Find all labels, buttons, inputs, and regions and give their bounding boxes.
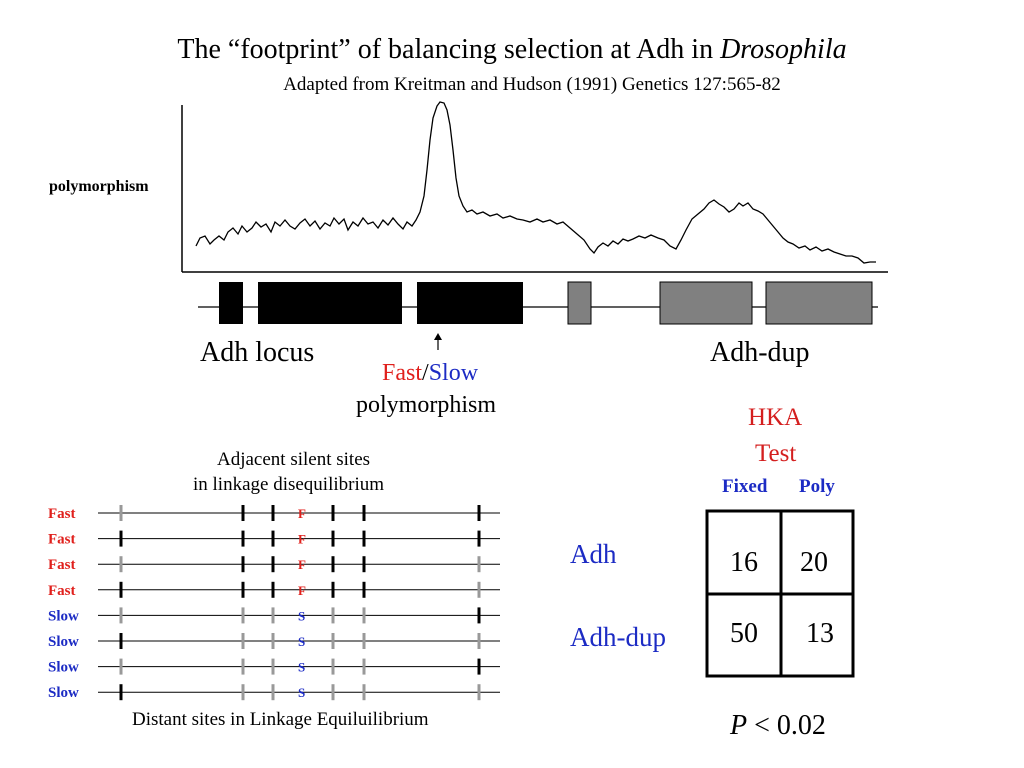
ld-title-line1: Adjacent silent sites — [217, 449, 371, 470]
hka-cell-dup-fixed: 50 — [730, 618, 758, 649]
slow-word: Slow — [428, 360, 479, 386]
hka-cell-adh-poly: 20 — [800, 547, 828, 578]
haplotype-label: Slow — [48, 608, 79, 624]
adh-dup-exon-2 — [659, 281, 753, 325]
allele-label: F — [298, 557, 306, 572]
title-italic-text: Drosophila — [720, 34, 847, 65]
hka-col-poly: Poly — [799, 476, 835, 497]
arrow-head-icon — [434, 333, 442, 340]
adh-exon-3 — [417, 282, 523, 324]
page-title: The “footprint” of balancing selection a… — [0, 34, 1024, 66]
hka-row-adh-dup: Adh-dup — [570, 622, 666, 652]
hka-cell-dup-poly: 13 — [806, 618, 834, 649]
fast-word: Fast — [382, 360, 423, 386]
adh-dup-exon-3 — [765, 281, 873, 325]
haplotype-label: Fast — [48, 557, 76, 573]
adh-exon-2 — [258, 282, 402, 324]
p-rest: < 0.02 — [747, 710, 826, 741]
hka-cell-adh-fixed: 16 — [730, 547, 758, 578]
haplotype-label: Slow — [48, 685, 79, 701]
allele-label: S — [298, 660, 305, 675]
slash: / — [422, 360, 429, 386]
haplotype-label: Fast — [48, 532, 76, 548]
allele-label: F — [298, 583, 306, 598]
p-value: P < 0.02 — [730, 710, 826, 742]
allele-label: S — [298, 685, 305, 700]
adh-locus-label: Adh locus — [200, 337, 315, 368]
allele-label: S — [298, 634, 305, 649]
hka-row-adh: Adh — [570, 539, 617, 569]
adh-exon-1 — [219, 282, 243, 324]
polymorphism-axis-label: polymorphism — [49, 178, 149, 195]
polymorphism-curve — [195, 101, 876, 264]
fast-slow-polymorphism-label: polymorphism — [356, 392, 497, 418]
hka-col-fixed: Fixed — [722, 476, 768, 497]
title-text: The “footprint” of balancing selection a… — [177, 34, 721, 65]
allele-label: F — [298, 506, 306, 521]
p-symbol: P — [730, 710, 748, 741]
fast-slow-label: Fast/Slow — [382, 360, 478, 387]
hka-title-line2: Test — [755, 440, 797, 467]
page-subtitle: Adapted from Kreitman and Hudson (1991) … — [283, 74, 781, 95]
allele-label: F — [298, 532, 306, 547]
adh-dup-label: Adh-dup — [710, 337, 810, 368]
allele-label: S — [298, 608, 305, 623]
hka-title-line1: HKA — [748, 404, 803, 431]
haplotype-label: Slow — [48, 634, 79, 650]
haplotype-label: Fast — [48, 506, 76, 522]
haplotype-label: Fast — [48, 583, 76, 599]
haplotype-rows: Fast F Fast F Fast F Fast F Slow S Slow S Slow S Slow S — [48, 505, 500, 701]
adh-dup-exon-1 — [567, 281, 592, 325]
le-footer-label: Distant sites in Linkage Equiluilibrium — [132, 709, 429, 730]
haplotype-label: Slow — [48, 660, 79, 676]
ld-title-line2: in linkage disequilibrium — [193, 474, 385, 495]
